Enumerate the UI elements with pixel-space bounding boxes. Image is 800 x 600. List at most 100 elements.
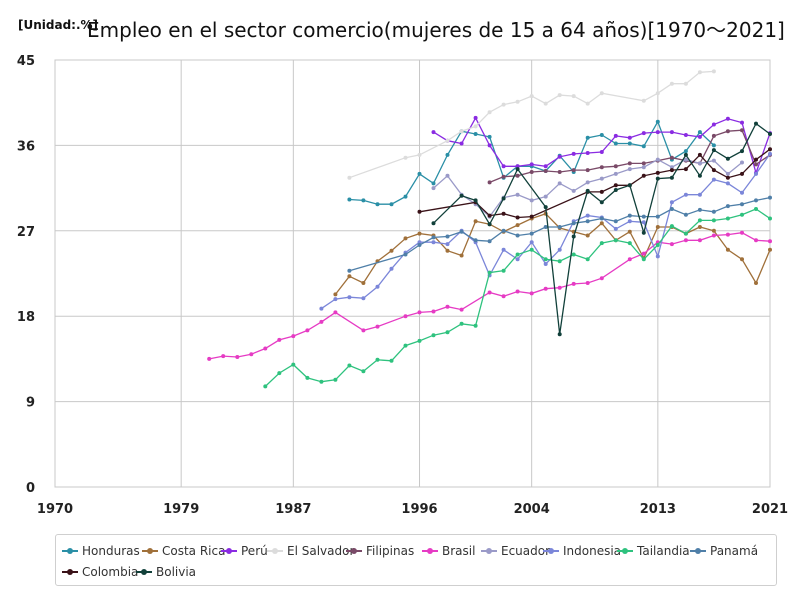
data-point	[768, 195, 772, 200]
data-point	[347, 197, 352, 202]
data-point	[445, 234, 450, 239]
data-point	[473, 323, 478, 328]
x-tick-label: 1987	[275, 502, 311, 517]
data-point	[487, 222, 492, 227]
data-point	[627, 241, 632, 246]
data-point	[740, 257, 744, 262]
data-point	[585, 281, 590, 285]
data-point	[557, 170, 562, 174]
y-tick-label: 36	[17, 139, 35, 154]
data-point	[291, 362, 296, 367]
data-point	[599, 176, 604, 181]
data-point	[599, 241, 604, 246]
data-point	[725, 129, 730, 134]
data-point	[585, 219, 590, 224]
data-point	[655, 91, 660, 96]
legend-label: Brasil	[442, 544, 476, 558]
data-point	[641, 230, 646, 235]
y-tick-label: 45	[17, 54, 35, 69]
data-point	[459, 321, 464, 326]
data-point	[683, 167, 688, 172]
data-point	[669, 200, 674, 205]
data-point	[263, 384, 268, 389]
data-point	[613, 171, 618, 176]
legend-swatch	[617, 546, 633, 556]
data-point	[417, 310, 422, 315]
data-point	[571, 281, 576, 286]
data-point	[740, 120, 744, 125]
data-point	[711, 228, 716, 233]
data-point	[487, 290, 492, 295]
data-point	[655, 170, 660, 175]
data-point	[697, 192, 702, 197]
data-point	[754, 121, 758, 126]
data-point	[291, 334, 296, 339]
legend-item: Perú	[221, 544, 268, 558]
data-point	[740, 202, 744, 207]
data-point	[641, 144, 646, 149]
data-point	[529, 240, 534, 245]
data-point	[599, 91, 604, 96]
x-tick-label: 2013	[640, 502, 676, 517]
data-point	[768, 147, 772, 152]
data-point	[417, 338, 422, 343]
x-tick-label: 2021	[752, 502, 788, 517]
data-point	[389, 248, 394, 253]
data-point	[683, 81, 688, 86]
data-point	[445, 242, 450, 247]
data-point	[459, 141, 464, 146]
plot-border	[54, 59, 771, 488]
data-point	[683, 152, 688, 157]
data-point	[697, 70, 702, 75]
data-point	[501, 164, 506, 169]
data-point	[599, 216, 604, 221]
data-point	[529, 291, 534, 296]
series-filipinas	[487, 128, 772, 185]
data-point	[207, 356, 212, 361]
data-point	[375, 324, 380, 329]
data-point	[529, 231, 534, 236]
x-tick-label: 1979	[163, 502, 199, 517]
data-point	[740, 149, 744, 154]
data-point	[627, 141, 632, 146]
legend-item: Brasil	[422, 544, 475, 558]
data-point	[669, 175, 674, 180]
data-point	[725, 156, 730, 161]
y-tick-label: 18	[17, 310, 35, 325]
data-point	[445, 152, 450, 157]
data-point	[417, 152, 422, 157]
legend-swatch	[62, 567, 78, 577]
data-point	[627, 183, 632, 188]
data-point	[333, 377, 338, 382]
data-point	[515, 215, 520, 220]
y-tick-label: 9	[26, 396, 35, 411]
data-point	[473, 115, 478, 120]
data-point	[501, 196, 506, 201]
data-point	[627, 219, 632, 224]
data-point	[319, 319, 324, 324]
data-point	[361, 296, 366, 301]
series-bolivia	[431, 121, 772, 337]
data-point	[417, 231, 422, 236]
legend-label: Ecuador	[501, 544, 551, 558]
data-point	[711, 218, 716, 223]
data-point	[683, 238, 688, 243]
data-point	[655, 130, 660, 135]
data-point	[683, 212, 688, 217]
data-point	[669, 224, 674, 229]
data-point	[697, 207, 702, 212]
legend-label: Costa Rica	[162, 544, 226, 558]
x-tick-label: 1970	[37, 502, 73, 517]
legend-item: Bolivia	[136, 565, 196, 579]
data-point	[697, 161, 702, 166]
grid	[54, 59, 771, 488]
data-point	[725, 204, 730, 209]
data-point	[754, 281, 758, 285]
data-point	[725, 175, 730, 180]
data-point	[599, 276, 604, 281]
data-point	[459, 129, 464, 134]
data-point	[543, 262, 548, 266]
data-point	[571, 151, 576, 156]
data-point	[613, 219, 618, 224]
data-point	[333, 292, 338, 297]
